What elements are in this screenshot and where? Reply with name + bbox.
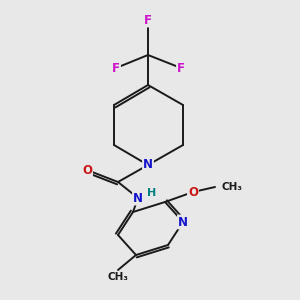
- Text: CH₃: CH₃: [107, 272, 128, 282]
- Text: N: N: [133, 191, 143, 205]
- Text: O: O: [188, 185, 198, 199]
- Text: O: O: [82, 164, 92, 176]
- Text: F: F: [144, 14, 152, 26]
- Text: CH₃: CH₃: [221, 182, 242, 192]
- Text: N: N: [143, 158, 153, 172]
- Text: F: F: [112, 61, 120, 74]
- Text: H: H: [147, 188, 157, 198]
- Text: F: F: [177, 61, 185, 74]
- Text: N: N: [178, 215, 188, 229]
